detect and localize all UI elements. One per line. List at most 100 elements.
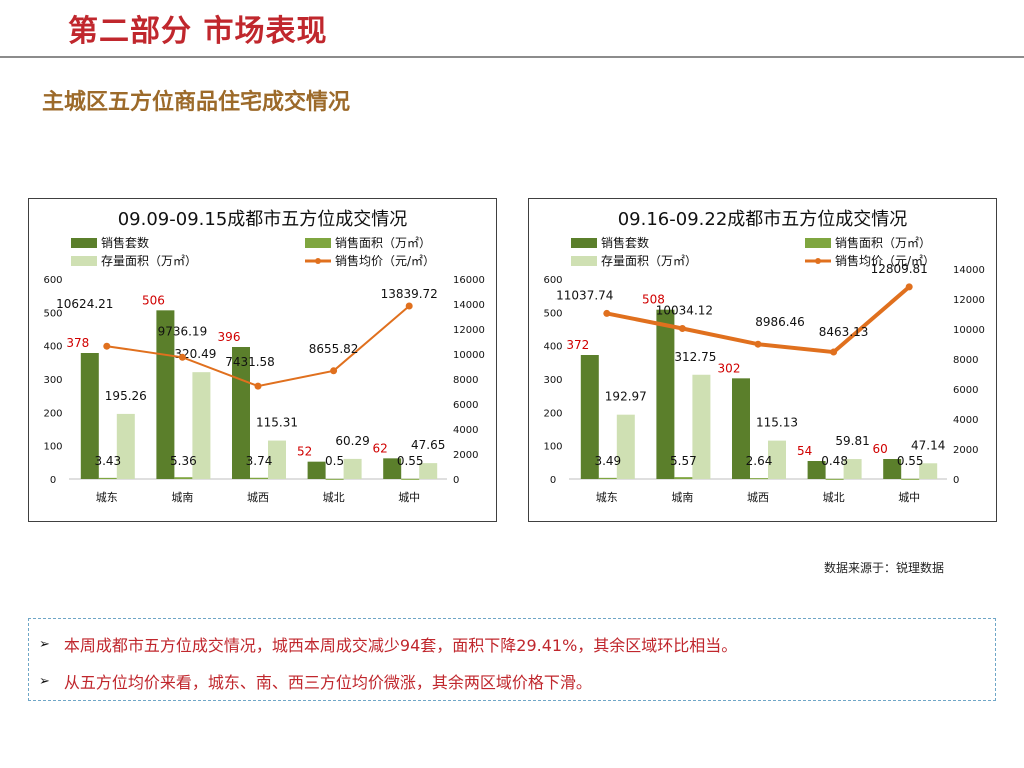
- bar-units: [807, 461, 826, 479]
- y-tick-label: 100: [43, 442, 62, 453]
- units-data-label: 506: [142, 293, 165, 307]
- price-data-label: 12809.81: [871, 262, 928, 276]
- x-tick-label: 城中: [898, 491, 920, 504]
- stock-data-label: 312.75: [674, 350, 716, 364]
- y2-tick-label: 0: [953, 475, 959, 486]
- y2-tick-label: 16000: [453, 275, 485, 286]
- bar-units: [80, 353, 99, 479]
- summary-notes-box: ➢ 本周成都市五方位成交情况，城西本周成交减少94套，面积下降29.41%，其余…: [28, 618, 996, 701]
- price-point: [754, 340, 762, 348]
- x-tick-label: 城东: [96, 491, 118, 504]
- price-point: [678, 324, 686, 332]
- y-tick-label: 300: [43, 375, 62, 386]
- stock-data-label: 115.31: [256, 416, 298, 430]
- legend-swatch: [71, 256, 97, 266]
- y-tick-label: 200: [43, 408, 62, 419]
- x-tick-label: 城中: [398, 491, 420, 504]
- x-tick-label: 城南: [671, 491, 693, 504]
- x-tick-label: 城南: [171, 491, 193, 504]
- legend-label: 销售面积（万㎡）: [335, 235, 431, 250]
- bar-units: [732, 378, 750, 479]
- bar-stock: [692, 374, 711, 479]
- legend-marker: [315, 258, 321, 264]
- stock-data-label: 59.81: [835, 434, 869, 448]
- y2-tick-label: 12000: [953, 295, 985, 306]
- y2-tick-label: 10000: [453, 350, 485, 361]
- price-line: [106, 305, 410, 388]
- stock-data-label: 192.97: [605, 390, 647, 404]
- price-point: [254, 382, 262, 390]
- chart-panel-week-1: 09.09-09.15成都市五方位成交情况 销售套数 存量面积（万㎡） 销售面积（万㎡…: [28, 198, 497, 522]
- y-tick-label: 500: [43, 308, 62, 319]
- legend-marker: [815, 258, 821, 264]
- summary-bullet: ➢ 从五方位均价来看，城东、南、西三方位均价微涨，其余两区域价格下滑。: [39, 669, 592, 693]
- summary-bullet-text: 本周成都市五方位成交情况，城西本周成交减少94套，面积下降29.41%，其余区域…: [63, 636, 738, 655]
- y2-tick-label: 2000: [953, 445, 978, 456]
- price-data-label: 8655.82: [309, 342, 359, 356]
- price-point: [905, 283, 913, 291]
- price-point: [830, 348, 838, 356]
- area-data-label: 0.55: [897, 454, 924, 468]
- price-data-label: 10624.21: [56, 297, 113, 311]
- stock-data-label: 47.14: [911, 438, 945, 452]
- area-data-label: 0.55: [397, 454, 424, 468]
- price-data-label: 8986.46: [755, 315, 805, 329]
- y-tick-label: 0: [50, 475, 56, 486]
- bar-stock: [768, 440, 786, 479]
- area-data-label: 0.5: [325, 454, 344, 468]
- units-data-label: 62: [373, 441, 388, 455]
- units-data-label: 508: [642, 293, 665, 307]
- y-tick-label: 600: [43, 275, 62, 286]
- bar-stock: [343, 458, 362, 479]
- area-data-label: 0.48: [821, 454, 848, 468]
- chart-title: 09.16-09.22成都市五方位成交情况: [618, 209, 908, 230]
- summary-bullet-text: 从五方位均价来看，城东、南、西三方位均价微涨，其余两区域价格下滑。: [63, 673, 592, 692]
- arrow-bullet-icon: ➢: [39, 636, 50, 652]
- y-tick-label: 200: [543, 408, 562, 419]
- y2-tick-label: 2000: [453, 450, 478, 461]
- y2-tick-label: 14000: [953, 265, 985, 276]
- units-data-label: 396: [218, 330, 241, 344]
- stock-data-label: 47.65: [411, 438, 445, 452]
- bar-units: [232, 347, 250, 479]
- price-data-label: 8463.13: [819, 325, 869, 339]
- legend-label: 存量面积（万㎡）: [601, 254, 697, 268]
- y2-tick-label: 6000: [453, 400, 478, 411]
- bar-area: [174, 477, 193, 479]
- y2-tick-label: 8000: [953, 355, 978, 366]
- bar-units: [156, 310, 175, 479]
- bar-area: [750, 478, 768, 480]
- legend-swatch: [305, 238, 331, 248]
- stock-data-label: 115.13: [756, 416, 798, 430]
- bar-units: [883, 459, 902, 479]
- y2-tick-label: 6000: [953, 385, 978, 396]
- bar-stock: [116, 413, 135, 479]
- y-tick-label: 400: [543, 342, 562, 353]
- bar-stock: [419, 463, 438, 479]
- summary-bullet: ➢ 本周成都市五方位成交情况，城西本周成交减少94套，面积下降29.41%，其余…: [39, 632, 737, 656]
- price-point: [178, 353, 186, 361]
- price-point: [103, 342, 111, 350]
- y-tick-label: 300: [543, 375, 562, 386]
- title-divider: [0, 56, 1024, 58]
- area-data-label: 5.36: [170, 454, 197, 468]
- units-data-label: 302: [718, 361, 741, 375]
- y2-tick-label: 0: [453, 475, 459, 486]
- y-tick-label: 500: [543, 308, 562, 319]
- y-tick-label: 600: [543, 275, 562, 286]
- bar-stock: [919, 463, 938, 479]
- y2-tick-label: 4000: [953, 415, 978, 426]
- price-data-label: 7431.58: [225, 355, 275, 369]
- bar-area: [674, 477, 693, 479]
- area-data-label: 3.49: [594, 454, 621, 468]
- legend-label: 销售均价（元/㎡）: [835, 253, 935, 268]
- price-data-label: 13839.72: [381, 287, 438, 301]
- y2-tick-label: 14000: [453, 300, 485, 311]
- y-tick-label: 100: [543, 442, 562, 453]
- y2-tick-label: 10000: [953, 325, 985, 336]
- area-data-label: 5.57: [670, 454, 697, 468]
- stock-data-label: 60.29: [335, 434, 369, 448]
- bar-area: [325, 478, 344, 480]
